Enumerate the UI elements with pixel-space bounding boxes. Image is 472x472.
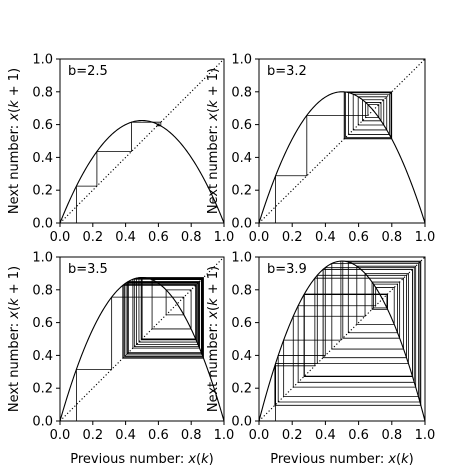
- y-tick-label: 0.6: [32, 316, 53, 331]
- y-tick-label: 0.2: [231, 382, 252, 397]
- x-tick-label: 1.0: [214, 230, 235, 245]
- x-tick-label: 1.0: [415, 428, 436, 443]
- y-tick-label: 1.0: [231, 53, 252, 68]
- axes-frame: [258, 256, 426, 422]
- y-tick-label: 0.8: [231, 85, 252, 100]
- axes-frame: [59, 58, 225, 224]
- x-tick-label: 0.0: [50, 230, 71, 245]
- panel-annotation: b=3.5: [68, 262, 108, 277]
- x-tick-label: 0.6: [148, 428, 169, 443]
- plot-area: [259, 59, 425, 223]
- x-axis-label: Previous number: x(k): [70, 452, 213, 467]
- x-tick-label: 0.4: [315, 428, 336, 443]
- panel-annotation: b=3.2: [267, 64, 307, 79]
- y-tick-label: 0.2: [231, 184, 252, 199]
- y-tick-label: 0.4: [231, 349, 252, 364]
- x-tick-label: 0.8: [381, 428, 402, 443]
- subplot-2: 0.0 0.2 0.4 0.6 0.8 1.00.00.20.40.60.81.0Next…: [206, 53, 435, 246]
- x-tick-label: 0.2: [82, 230, 103, 245]
- subplot-1: 0.0 0.2 0.4 0.6 0.8 1.0 0.0 0.2 0.4 0.6 0.8 1.0 Next…: [7, 53, 234, 246]
- y-tick-label: 0.0: [231, 217, 252, 232]
- x-tick-label: 0.0: [249, 428, 270, 443]
- y-tick-label: 1.0: [231, 251, 252, 266]
- y-tick-label: 1.0: [32, 53, 53, 68]
- y-tick-label: 0.2: [32, 184, 53, 199]
- x-tick-label: 0.6: [348, 428, 369, 443]
- y-tick-label: 0.6: [231, 118, 252, 133]
- axes-frame: [258, 58, 426, 224]
- panel-annotation: b=2.5: [68, 64, 108, 79]
- map-curve: [60, 119, 224, 223]
- x-tick-label: 0.2: [82, 428, 103, 443]
- axes-frame: [59, 256, 225, 422]
- y-tick-label: 0.4: [32, 349, 53, 364]
- y-tick-label: 0.0: [32, 415, 53, 430]
- y-tick-label: 0.2: [32, 382, 53, 397]
- y-tick-label: 0.6: [32, 118, 53, 133]
- subplot-3: 0.0 0.2 0.4 0.6 0.8 1.0 0.0 0.2 0.4 0.6 0.8 1.0 Next…: [7, 251, 234, 468]
- plot-area: [259, 257, 425, 421]
- cobweb-path: [76, 277, 204, 421]
- plot-area: [60, 59, 224, 223]
- x-tick-label: 0.6: [348, 230, 369, 245]
- y-tick-label: 0.0: [231, 415, 252, 430]
- x-tick-label: 0.6: [148, 230, 169, 245]
- y-tick-label: 0.4: [32, 151, 53, 166]
- panel-annotation: b=3.9: [267, 262, 307, 277]
- y-tick-label: 0.8: [32, 283, 53, 298]
- cobweb-path: [76, 121, 162, 223]
- x-tick-label: 1.0: [415, 230, 436, 245]
- y-axis-label: Next number: x(k + 1): [206, 68, 221, 214]
- y-tick-label: 0.8: [32, 85, 53, 100]
- x-tick-label: 0.2: [282, 428, 303, 443]
- y-tick-label: 0.8: [231, 283, 252, 298]
- cobweb-path: [275, 91, 393, 223]
- y-tick-label: 0.6: [231, 316, 252, 331]
- identity-line: [60, 59, 224, 223]
- subplot-4: 0.0 0.2 0.4 0.6 0.8 1.00.00.20.40.60.81.0Next…: [206, 251, 435, 468]
- y-tick-label: 0.4: [231, 151, 252, 166]
- x-tick-label: 0.8: [181, 428, 202, 443]
- y-tick-label: 1.0: [32, 251, 53, 266]
- cobweb-path: [274, 260, 422, 421]
- plot-area: [60, 257, 224, 421]
- x-axis-label: Previous number: x(k): [270, 452, 413, 467]
- y-axis-label: Next number: x(k + 1): [206, 266, 221, 412]
- x-tick-label: 0.8: [181, 230, 202, 245]
- x-tick-label: 0.0: [50, 428, 71, 443]
- map-curve: [259, 91, 425, 223]
- x-tick-label: 0.2: [282, 230, 303, 245]
- identity-line: [259, 59, 425, 223]
- y-axis-label: Next number: x(k + 1): [7, 68, 22, 214]
- x-tick-label: 0.4: [315, 230, 336, 245]
- y-tick-label: 0.0: [32, 217, 53, 232]
- x-tick-label: 1.0: [214, 428, 235, 443]
- x-tick-label: 0.4: [115, 230, 136, 245]
- y-axis-label: Next number: x(k + 1): [7, 266, 22, 412]
- x-tick-label: 0.8: [381, 230, 402, 245]
- x-tick-label: 0.0: [249, 230, 270, 245]
- x-tick-label: 0.4: [115, 428, 136, 443]
